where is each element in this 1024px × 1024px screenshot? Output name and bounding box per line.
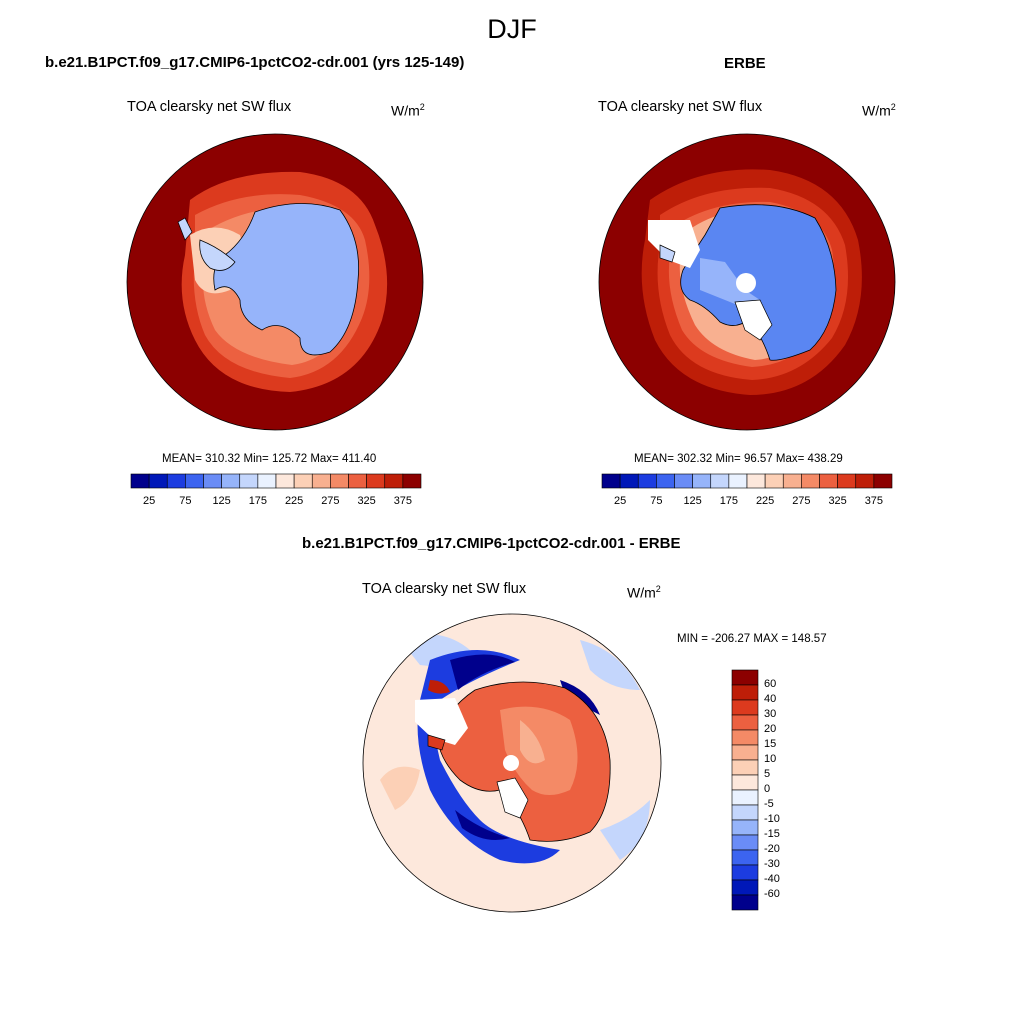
model-colorbar-tick-label: 125 <box>212 495 231 507</box>
diff-colorbar-tick-label: -10 <box>764 813 780 825</box>
model-colorbar-tick-label: 225 <box>284 495 304 507</box>
obs-colorbar-tick-label: 125 <box>683 495 702 507</box>
obs-colorbar-tick-label: 75 <box>650 495 663 507</box>
obs-colorbar-swatch <box>873 473 893 489</box>
model-colorbar-swatch <box>402 473 422 489</box>
diff-variable-label: TOA clearsky net SW flux <box>362 581 527 597</box>
obs-stats: MEAN= 302.32 Min= 96.57 Max= 438.29 <box>634 453 843 465</box>
diff-colorbar-swatch <box>731 864 759 881</box>
diff-colorbar-swatch <box>731 744 759 761</box>
obs-units: W/m2 <box>862 102 896 119</box>
diff-colorbar-swatch <box>731 729 759 746</box>
diff-colorbar-swatch <box>731 894 759 911</box>
diff-colorbar-tick-label: 60 <box>764 678 777 690</box>
model-colorbar-tick-label: 75 <box>179 495 192 507</box>
diff-colorbar-swatch <box>731 699 759 716</box>
model-stats: MEAN= 310.32 Min= 125.72 Max= 411.40 <box>162 453 377 465</box>
diff-colorbar-swatch <box>731 849 759 866</box>
diff-negative-band <box>417 650 560 864</box>
obs-variable-label: TOA clearsky net SW flux <box>598 99 763 115</box>
diff-colorbar-tick-label: -5 <box>764 798 774 810</box>
obs-case-title: ERBE <box>724 55 766 72</box>
diff-colorbar-tick-label: 40 <box>764 693 777 705</box>
model-colorbar-tick-label: 375 <box>393 495 413 507</box>
model-colorbar-tick-label: 175 <box>248 495 268 507</box>
diff-colorbar-swatch <box>731 819 759 836</box>
diff-colorbar-swatch <box>731 714 759 731</box>
diff-colorbar-swatch <box>731 669 759 686</box>
diff-colorbar-tick-label: 15 <box>764 738 777 750</box>
obs-colorbar-tick-label: 225 <box>755 495 775 507</box>
model-units: W/m2 <box>391 102 425 119</box>
model-colorbar-tick-label: 25 <box>143 495 156 507</box>
diff-colorbar-tick-label: 0 <box>764 783 771 795</box>
diff-colorbar-tick-label: -60 <box>764 888 780 900</box>
model-colorbar <box>130 473 422 489</box>
diff-colorbar-tick-label: 10 <box>764 753 777 765</box>
obs-colorbar-tick-label: 275 <box>792 495 811 507</box>
diff-colorbar-tick-label: 5 <box>764 768 771 780</box>
diff-colorbar-tick-label: -30 <box>764 858 780 870</box>
obs-antarctica-ice <box>680 204 837 361</box>
obs-colorbar-tick-label: 325 <box>828 495 847 507</box>
diff-case-title: b.e21.B1PCT.f09_g17.CMIP6-1pctCO2-cdr.00… <box>302 535 681 552</box>
diff-colorbar-swatch <box>731 789 759 806</box>
model-variable-label: TOA clearsky net SW flux <box>127 99 292 115</box>
model-colorbar-tick-label: 325 <box>357 495 376 507</box>
diff-units: W/m2 <box>627 584 661 601</box>
season-title: DJF <box>487 14 537 44</box>
diff-colorbar-swatch <box>731 804 759 821</box>
obs-colorbar-tick-label: 175 <box>719 495 739 507</box>
diff-colorbar-tick-label: -40 <box>764 873 780 885</box>
obs-colorbar <box>601 473 893 489</box>
model-colorbar-tick-label: 275 <box>321 495 340 507</box>
diff-colorbar <box>731 669 759 911</box>
diff-colorbar-swatch <box>731 879 759 896</box>
diff-colorbar-swatch <box>731 684 759 701</box>
diff-colorbar-tick-label: 20 <box>764 723 777 735</box>
model-case-title: b.e21.B1PCT.f09_g17.CMIP6-1pctCO2-cdr.00… <box>45 54 465 71</box>
diff-colorbar-tick-label: -15 <box>764 828 780 840</box>
diff-colorbar-tick-label: 30 <box>764 708 777 720</box>
diff-colorbar-swatch <box>731 774 759 791</box>
obs-colorbar-tick-label: 25 <box>614 495 627 507</box>
diff-colorbar-swatch <box>731 759 759 776</box>
model-antarctica-ice <box>213 203 359 356</box>
obs-colorbar-tick-label: 375 <box>864 495 884 507</box>
diff-colorbar-swatch <box>731 834 759 851</box>
diff-stats: MIN = -206.27 MAX = 148.57 <box>677 633 827 645</box>
diff-colorbar-tick-label: -20 <box>764 843 780 855</box>
